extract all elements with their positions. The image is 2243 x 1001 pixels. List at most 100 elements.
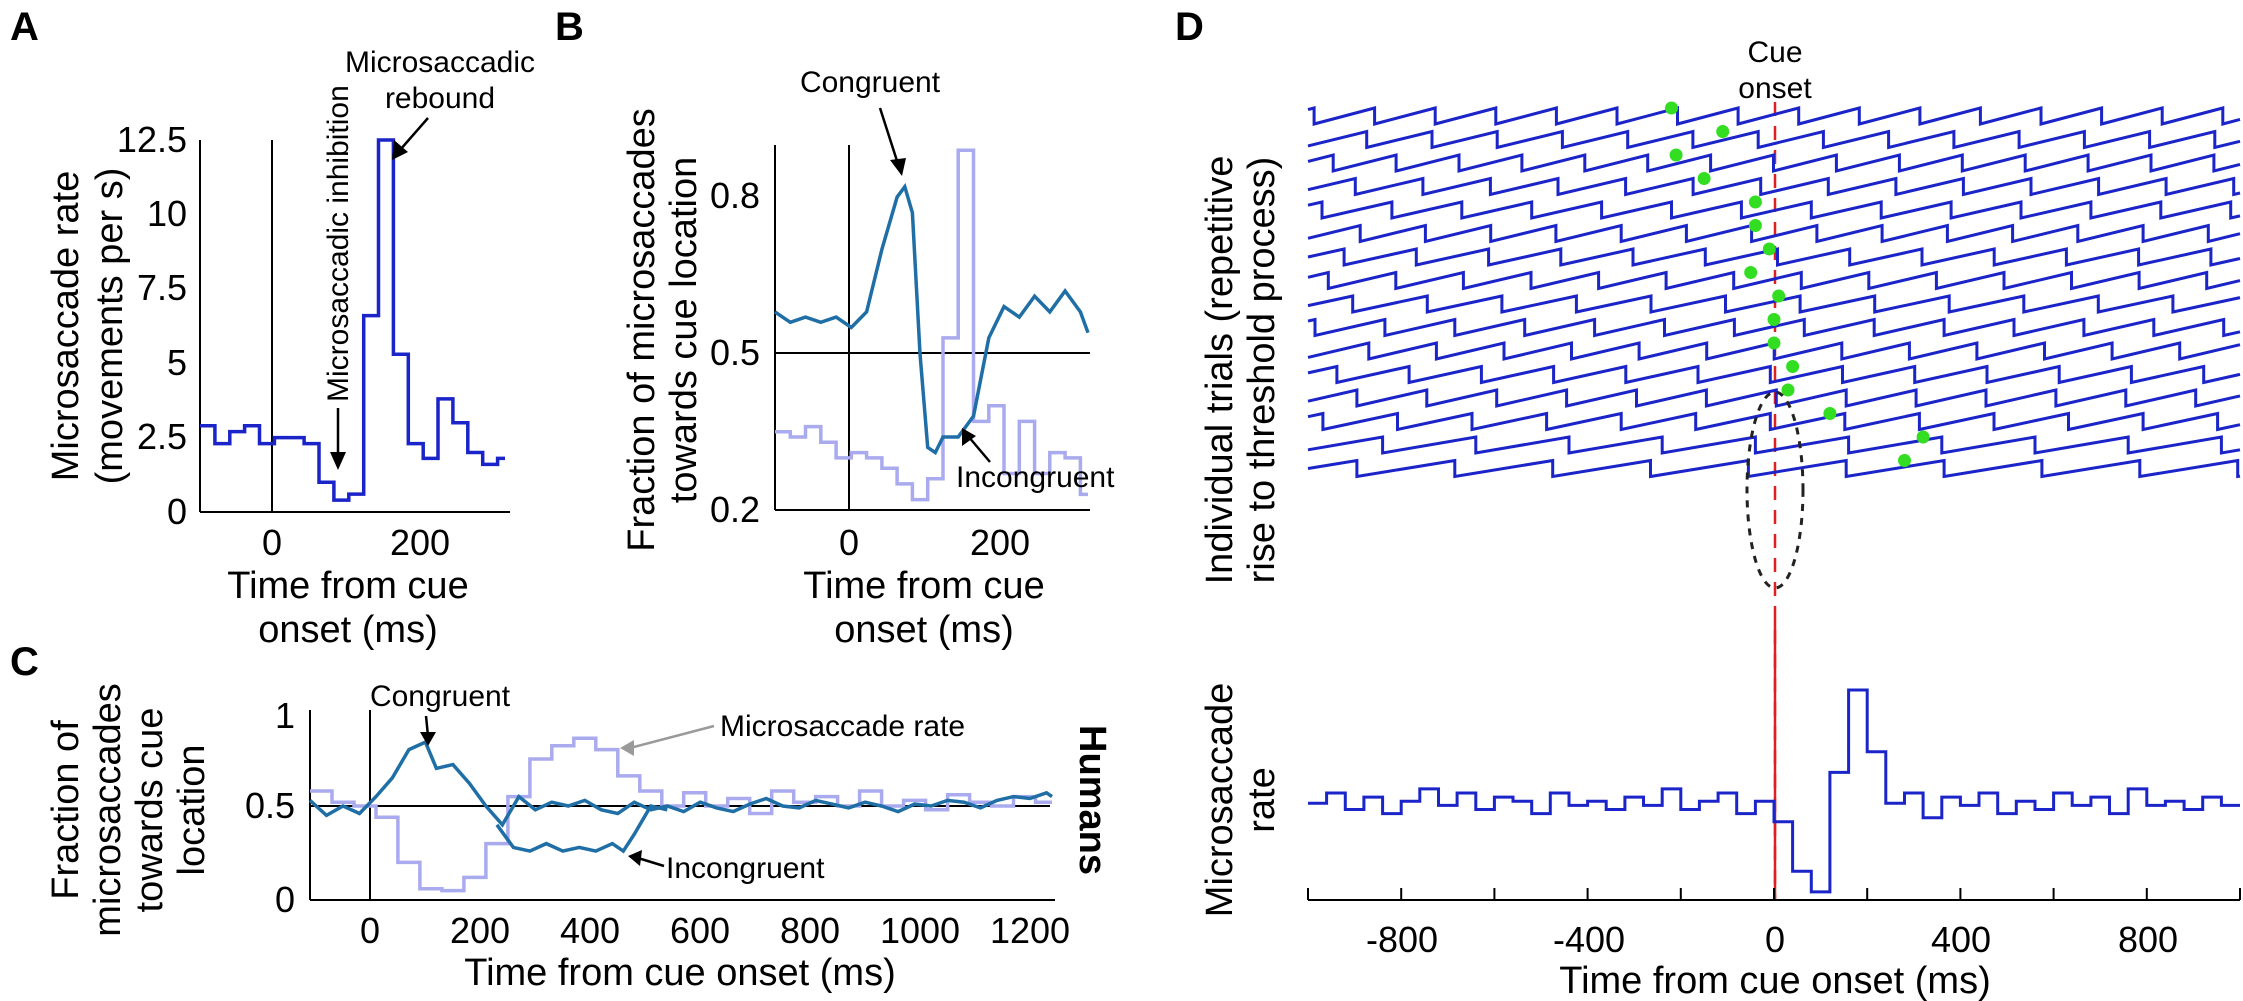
panel-a-annot-rebound-1: Microsaccadic [345,46,535,79]
panel-a-annot-rebound-2: rebound [385,82,495,115]
panel-b-letter: B [555,5,584,49]
panel-d-trial-markers [1665,101,1930,467]
trial-trace [1307,435,2241,455]
panel-d-x-tick-labels: -800 -400 0 400 800 [1366,919,2178,960]
panel-a-ytick-3: 7.5 [137,267,187,308]
panel-a-xtick-0: 0 [262,522,282,563]
panel-a-arrowhead-inhibition [330,452,346,470]
panel-c-xtick-0: 0 [360,910,380,951]
panel-b-arrow-incongruent [967,435,991,463]
panel-b-annot-congruent: Congruent [800,66,941,99]
trial-marker [1716,125,1730,138]
panel-b: B 0.2 0.5 0.8 0 200 Fraction of microsac… [555,5,1115,651]
panel-d-ylabel-bottom-1: Microsaccade [1199,683,1241,917]
panel-b-ylabel-1: Fraction of microsaccades [621,108,663,552]
panel-d-xtick--400: -400 [1553,919,1625,960]
panel-d: D Cue onset -800 -400 0 400 800 Time fro… [1175,5,2241,1001]
panel-c-x-ticks: 0 200 400 600 800 1000 1200 [360,910,1070,951]
panel-b-xlabel-1: Time from cue [803,565,1044,607]
panel-b-ylabel-2: towards cue location [663,157,705,503]
panel-a: A 0 2.5 5 7.5 10 12.5 0 200 Microsaccade… [10,5,535,651]
trial-trace [1307,411,2241,432]
panel-c-arrowhead-incongruent [628,850,642,866]
panel-a-ytick-5: 12.5 [117,119,187,160]
panel-b-incongruent-line [775,148,1088,502]
panel-c-congruent-line [308,739,1053,828]
panel-b-ytick-0.8: 0.8 [710,175,760,216]
panel-c-side-label: Humans [1071,725,1113,875]
panel-c: C 0 0.5 1 0 200 400 600 800 1000 1200 Fr… [10,640,1113,994]
panel-c-xtick-400: 400 [560,910,620,951]
trial-trace [1307,247,2241,267]
panel-c-arrowhead-congruent [420,732,436,746]
panel-c-arrow-rate [629,724,715,750]
trial-marker [1744,266,1758,279]
panel-d-xtick-400: 400 [1931,919,1991,960]
panel-b-congruent-line [774,182,1090,456]
panel-b-xtick-0: 0 [839,522,859,563]
panel-b-xlabel-2: onset (ms) [834,609,1013,651]
panel-b-arrowhead-congruent [890,158,906,176]
panel-d-rate-line [1308,688,2240,894]
trial-trace [1307,341,2241,361]
panel-a-arrowhead-rebound [392,140,408,160]
panel-a-ytick-2: 5 [167,342,187,383]
trial-marker [1786,360,1800,373]
panel-b-xtick-200: 200 [970,522,1030,563]
panel-a-y-ticks: 0 2.5 5 7.5 10 12.5 [117,119,187,532]
panel-c-ylabel-2: microsaccades [87,683,129,936]
panel-d-ylabel-top-1: Individual trials (repetitive [1199,156,1241,585]
trial-trace [1307,364,2241,385]
panel-d-letter: D [1175,5,1204,49]
panel-c-ytick-0.5: 0.5 [245,785,295,826]
panel-d-xtick-800: 800 [2118,919,2178,960]
panel-a-xlabel-1: Time from cue [227,565,468,607]
trial-trace [1307,223,2241,244]
panel-c-xlabel: Time from cue onset (ms) [464,952,895,994]
trial-marker [1767,313,1781,326]
trial-trace [1307,317,2241,338]
trial-trace [1307,153,2241,173]
trial-marker [1748,219,1762,232]
panel-d-ylabel-top-2: rise to threshold process) [1241,157,1283,584]
panel-a-annot-inhibition: Microsaccadic inhibition [322,85,355,402]
trial-marker [1762,242,1776,256]
panel-d-xlabel: Time from cue onset (ms) [1559,960,1990,1001]
panel-c-xtick-600: 600 [670,910,730,951]
panel-d-cue-label-1: Cue [1747,36,1802,69]
panel-b-annot-incongruent: Incongruent [956,461,1115,494]
trial-marker [1898,454,1911,467]
trial-trace [1307,200,2241,220]
trial-marker [1665,101,1678,115]
trial-trace [1307,458,2241,479]
panel-a-xtick-200: 200 [390,522,450,563]
panel-a-ytick-1: 2.5 [137,416,187,457]
trial-trace [1307,270,2241,291]
panel-a-ylabel-2: (movements per s) [89,168,131,485]
panel-c-ylabel-4: location [171,745,213,876]
panel-c-xtick-800: 800 [780,910,840,951]
panel-a-letter: A [10,5,39,49]
trial-marker [1781,383,1795,397]
panel-d-trials [1307,106,2241,479]
panel-a-ytick-4: 10 [147,193,187,234]
panel-d-ylabel-bottom-2: rate [1241,767,1283,832]
trial-marker [1767,336,1781,350]
trial-marker [1823,407,1837,420]
trial-marker [1669,148,1683,162]
panel-d-highlight-ellipse [1745,390,1805,590]
panel-d-xtick--800: -800 [1366,919,1438,960]
panel-c-arrow-incongruent [637,856,665,868]
panel-c-rate-line [310,736,1052,893]
panel-a-rate-line [200,138,505,502]
panel-a-xlabel-2: onset (ms) [258,609,437,651]
panel-a-ytick-0: 0 [167,491,187,532]
panel-d-xtick-0: 0 [1765,919,1785,960]
panel-c-xtick-1200: 1200 [990,910,1070,951]
trial-trace [1307,388,2241,408]
trial-trace [1307,106,2241,126]
panel-b-arrow-congruent [878,107,900,165]
panel-a-ylabel-1: Microsaccade rate [45,171,87,481]
trial-marker [1772,289,1786,303]
